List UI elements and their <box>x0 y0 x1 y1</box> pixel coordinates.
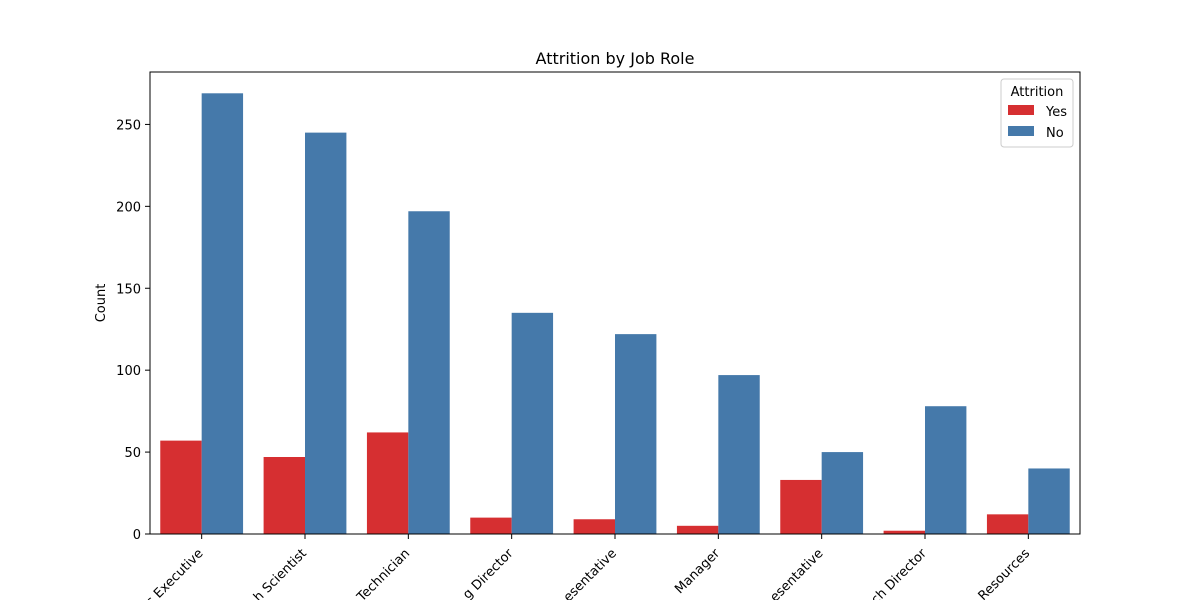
chart-title: Attrition by Job Role <box>536 49 695 68</box>
bars-group <box>160 93 1070 535</box>
y-tick-label-1: 50 <box>124 446 141 461</box>
x-tick-label-3: g Director <box>460 546 517 600</box>
x-tick-label-5: Manager <box>672 546 723 597</box>
x-tick-label-4: esentative <box>561 546 620 600</box>
x-tick-label-0: s Executive <box>143 546 206 600</box>
bar-yes-6 <box>780 479 822 534</box>
x-axis: s Executive h Scientist Technician g Direct… <box>143 534 1033 600</box>
y-tick-label-2: 100 <box>116 364 141 379</box>
x-tick-label-8: Resources <box>976 546 1034 600</box>
bar-no-7 <box>925 406 967 534</box>
y-axis: 0 50 100 150 200 250 <box>116 118 150 543</box>
bar-no-4 <box>615 334 657 534</box>
legend: Attrition Yes No <box>1000 78 1074 148</box>
bar-yes-1 <box>263 457 305 534</box>
bar-no-2 <box>408 211 450 535</box>
legend-label-no: No <box>1046 126 1064 141</box>
y-tick-label-4: 200 <box>116 200 141 215</box>
bar-yes-0 <box>160 440 202 534</box>
bar-no-6 <box>821 452 864 534</box>
y-axis-label: Count <box>94 284 109 323</box>
bar-yes-8 <box>986 514 1029 534</box>
x-tick-label-2: Technician <box>354 546 413 600</box>
bar-yes-2 <box>366 432 409 534</box>
y-tick-label-0: 0 <box>133 528 141 543</box>
y-tick-label-5: 250 <box>116 118 141 133</box>
bar-yes-4 <box>573 519 615 534</box>
bar-no-5 <box>718 375 760 534</box>
x-tick-label-1: h Scientist <box>251 546 310 600</box>
y-tick-label-3: 150 <box>116 282 141 297</box>
legend-title: Attrition <box>1011 85 1064 100</box>
x-tick-label-7: ch Director <box>868 546 930 600</box>
bar-no-8 <box>1028 468 1070 534</box>
legend-swatch-yes <box>1008 105 1034 115</box>
legend-label-yes: Yes <box>1045 105 1067 120</box>
x-tick-label-6: esentative <box>767 546 826 600</box>
bar-no-3 <box>511 312 554 534</box>
bar-no-1 <box>305 132 347 535</box>
bar-no-0 <box>201 93 244 534</box>
bar-yes-3 <box>470 517 512 534</box>
bar-yes-5 <box>676 525 719 534</box>
bar-yes-7 <box>883 530 925 534</box>
legend-swatch-no <box>1008 126 1034 136</box>
